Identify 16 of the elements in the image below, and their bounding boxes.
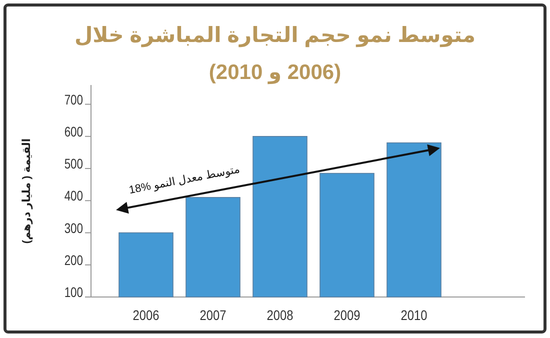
x-tick-label: 2008 (266, 307, 294, 324)
y-tick-label: 300 (64, 220, 83, 236)
annotation: متوسط معدل النمو %18 (128, 164, 241, 197)
chart-title: متوسط نمو حجم التجارة المباشرة خلال (74, 24, 476, 48)
x-tick-label: 2007 (200, 307, 226, 324)
y-axis-title: القيمة ( مليار درهم) (21, 138, 33, 244)
y-tick-label: 700 (64, 92, 83, 108)
x-tick-label: 2006 (132, 307, 160, 324)
y-tick-label: 500 (64, 156, 83, 172)
y-tick-label: 200 (64, 252, 83, 268)
y-tick-label: 600 (64, 124, 83, 140)
y-tick-label: 400 (64, 188, 83, 204)
x-tick-label: 2009 (334, 307, 360, 324)
y-tick-label: 100 (64, 284, 83, 300)
x-tick-label: 2010 (400, 307, 428, 324)
chart-subtitle: (2006 و 2010) (208, 61, 342, 85)
